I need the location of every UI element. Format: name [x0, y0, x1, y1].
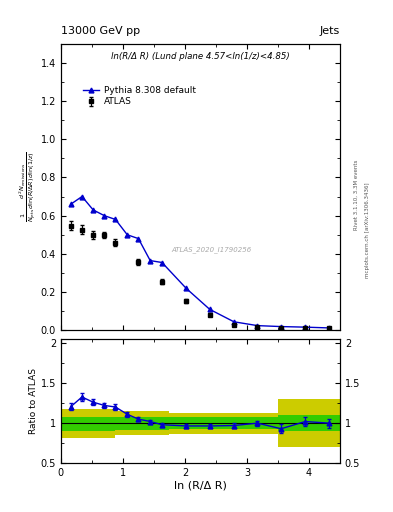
Pythia 8.308 default [279, 324, 283, 330]
Pythia 8.308 default [68, 201, 73, 207]
Pythia 8.308 default [184, 285, 189, 291]
Text: ATLAS_2020_I1790256: ATLAS_2020_I1790256 [171, 247, 252, 253]
Pythia 8.308 default [231, 318, 236, 325]
Y-axis label: Ratio to ATLAS: Ratio to ATLAS [29, 368, 38, 434]
Legend: Pythia 8.308 default, ATLAS: Pythia 8.308 default, ATLAS [79, 82, 199, 110]
Pythia 8.308 default [148, 258, 152, 264]
Pythia 8.308 default [125, 232, 130, 238]
Pythia 8.308 default [208, 306, 212, 312]
Pythia 8.308 default [80, 194, 84, 200]
Text: Rivet 3.1.10, 3.3M events: Rivet 3.1.10, 3.3M events [354, 159, 359, 230]
Line: Pythia 8.308 default: Pythia 8.308 default [68, 194, 331, 330]
Text: mcplots.cern.ch [arXiv:1306.3436]: mcplots.cern.ch [arXiv:1306.3436] [365, 183, 370, 278]
X-axis label: ln (R/Δ R): ln (R/Δ R) [174, 481, 227, 491]
Pythia 8.308 default [102, 212, 107, 219]
Pythia 8.308 default [255, 323, 260, 329]
Pythia 8.308 default [91, 207, 95, 213]
Pythia 8.308 default [160, 260, 164, 266]
Text: ln(R/Δ R) (Lund plane 4.57<ln(1/z)<4.85): ln(R/Δ R) (Lund plane 4.57<ln(1/z)<4.85) [111, 52, 290, 61]
Text: Jets: Jets [320, 26, 340, 36]
Pythia 8.308 default [113, 217, 118, 223]
Pythia 8.308 default [327, 325, 331, 331]
Y-axis label: $\frac{1}{N_{\mathrm{jets}}}\frac{d^{2}N_{\mathrm{emissions}}}{d\ln(R/\Delta R)\: $\frac{1}{N_{\mathrm{jets}}}\frac{d^{2}N… [17, 152, 38, 222]
Pythia 8.308 default [303, 324, 308, 330]
Text: 13000 GeV pp: 13000 GeV pp [61, 26, 140, 36]
Pythia 8.308 default [136, 236, 141, 242]
